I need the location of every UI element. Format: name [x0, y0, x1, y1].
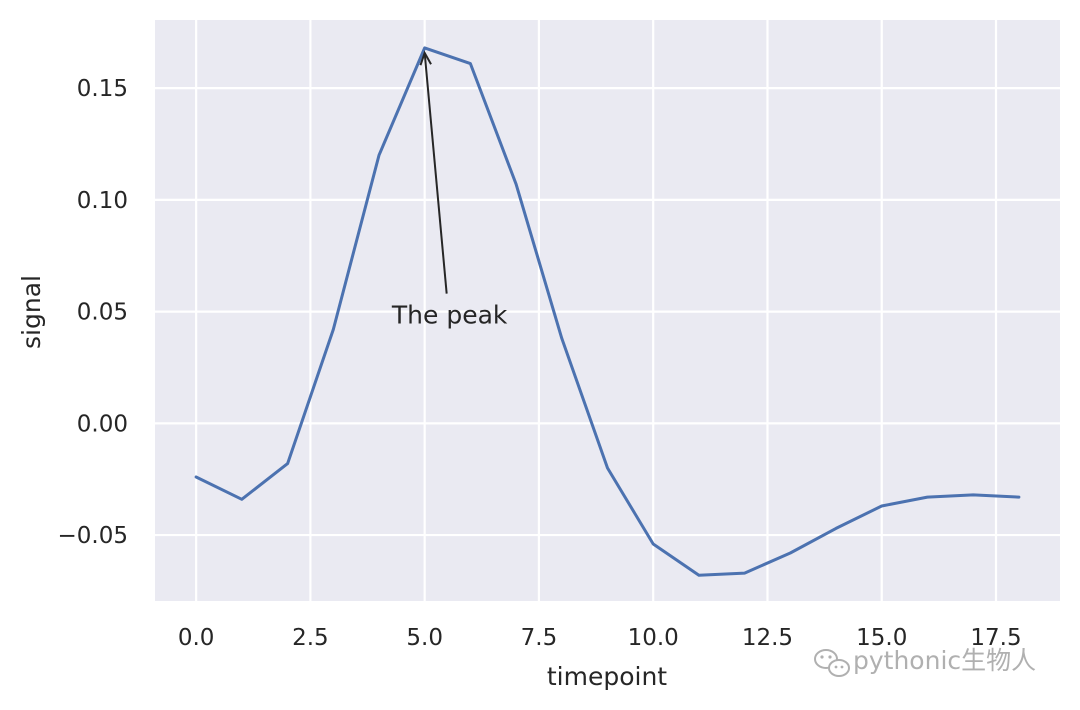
watermark: pythonic生物人: [814, 646, 1036, 677]
y-tick-label: 0.00: [77, 411, 128, 437]
x-tick-label: 2.5: [292, 625, 329, 651]
x-axis-ticks: 0.0 2.5 5.0 7.5 10.0 12.5 15.0 17.5: [178, 625, 1022, 651]
x-tick-label: 5.0: [406, 625, 443, 651]
x-tick-label: 7.5: [521, 625, 558, 651]
series-group: [194, 46, 1021, 577]
annotation-text: The peak: [391, 301, 508, 330]
y-axis-ticks: −0.05 0.00 0.05 0.10 0.15: [58, 76, 128, 549]
x-tick-label: 12.5: [742, 625, 793, 651]
annotations: The peak: [391, 50, 508, 330]
x-tick-label: 0.0: [178, 625, 215, 651]
x-tick-label: 10.0: [628, 625, 679, 651]
grid: [155, 20, 1060, 601]
y-tick-label: 0.05: [77, 300, 128, 326]
y-tick-label: −0.05: [58, 523, 128, 549]
y-tick-label: 0.10: [77, 188, 128, 214]
x-axis-label: timepoint: [547, 662, 667, 691]
wechat-icon: [814, 649, 850, 677]
annotation-arrowhead: [419, 50, 432, 66]
plot-area: [155, 20, 1060, 601]
x-tick-label: 17.5: [970, 625, 1021, 651]
y-axis-label: signal: [17, 275, 46, 349]
x-tick-label: 15.0: [856, 625, 907, 651]
watermark-text: pythonic生物人: [853, 646, 1036, 675]
annotation-arrow: [423, 52, 448, 294]
series-line: [194, 46, 1021, 577]
y-tick-label: 0.15: [77, 76, 128, 102]
